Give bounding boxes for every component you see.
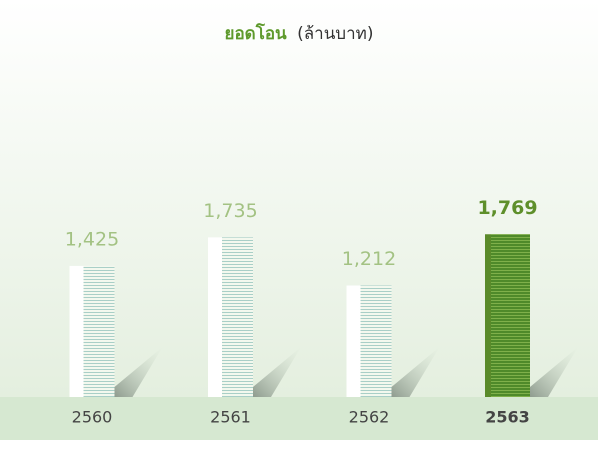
chart-subtitle: (ล้านบาท)	[297, 24, 373, 44]
bar-shadow	[253, 347, 301, 397]
bar-stripes	[491, 234, 530, 397]
bar-shadow	[530, 347, 578, 397]
chart-title: ยอดโอน	[225, 23, 288, 44]
x-tick-label: 2563	[485, 408, 530, 427]
value-label: 1,735	[203, 200, 257, 222]
bar-stripes	[360, 285, 392, 397]
x-tick-label: 2561	[210, 408, 251, 427]
axis-band	[0, 397, 598, 440]
margin	[0, 440, 598, 449]
bar-stripes	[222, 237, 253, 397]
bar-shadow	[391, 347, 440, 397]
x-tick-label: 2562	[349, 408, 390, 427]
bar-stripes	[83, 265, 115, 397]
value-label: 1,425	[65, 228, 119, 250]
bar-shadow	[114, 347, 163, 397]
x-tick-label: 2560	[72, 408, 113, 427]
value-label: 1,769	[477, 197, 537, 219]
chart-title-group: ยอดโอน (ล้านบาท)	[225, 23, 374, 44]
value-label: 1,212	[342, 248, 396, 270]
